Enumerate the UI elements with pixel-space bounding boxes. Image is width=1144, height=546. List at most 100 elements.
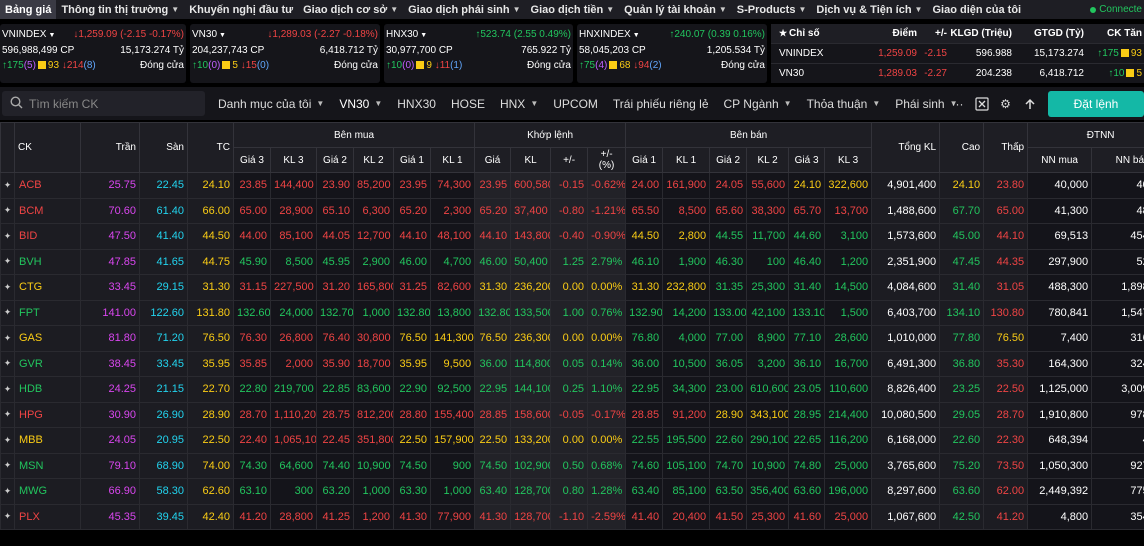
chevron-down-icon[interactable]: ▼ [48,32,56,39]
table-row[interactable]: ✦ BCM 70.60 61.40 66.00 65.00 28,900 65.10 6,300… [0,197,1144,224]
nav-item-1[interactable]: Thông tin thị trường ▼ [56,0,184,19]
bid-price-2-cell: 22.85 [316,376,354,403]
table-row[interactable]: ✦HPG30.9026.9028.9028.701,110,20028.7581… [0,401,1144,428]
more-icon[interactable]: ··· [951,96,964,111]
tab-6[interactable]: Trái phiếu riêng lẻ [613,97,709,111]
tab-2[interactable]: HNX30 [397,97,436,111]
place-order-button[interactable]: Đặt lệnh [1048,91,1144,117]
tab-9[interactable]: Phái sinh ▼ [895,97,957,111]
tab-3[interactable]: HOSE [451,97,485,111]
chevron-down-icon: ▼ [606,5,615,14]
table-row[interactable]: ✦ MWG 66.90 58.30 62.60 63.10 300 63.20 1,000 63.… [0,478,1144,505]
search-box[interactable] [2,91,205,116]
pin-icon[interactable]: ✦ [0,427,15,454]
tab-0[interactable]: Danh mục của tôi ▼ [218,97,324,111]
chevron-down-icon: ▼ [390,5,399,14]
table-row[interactable]: ✦ CTG 33.45 29.15 31.30 31.15 227,500 31.20 165,… [0,274,1144,301]
match-pct-cell: 0.76% [587,299,627,326]
floor-cell: 21.15 [139,376,188,403]
arrow-up-icon: ↑ [1108,68,1114,79]
table-row[interactable]: ✦ ACB 25.75 22.45 24.10 23.85 144,400 23.90 85,2… [0,172,1144,199]
board-tools: ··· ⚙ [950,87,1046,120]
pin-icon[interactable]: ✦ [0,299,15,326]
table-row[interactable]: ✦ PLX 45.35 39.45 42.40 41.20 28,800 41.25 1,200… [0,503,1144,530]
tab-5[interactable]: UPCOM [553,97,598,111]
table-row[interactable]: ✦ HDB 24.25 21.15 22.70 22.80 219,700 22.85 83,6… [0,376,1144,403]
table-row[interactable]: ✦ BID 47.50 41.40 44.50 44.00 85,100 44.05 12,70… [0,223,1144,250]
col-total-volume[interactable]: Tổng KL [871,122,941,173]
pin-icon[interactable]: ✦ [0,325,15,352]
match-price-cell: 22.50 [474,427,512,454]
pin-icon[interactable]: ✦ [0,376,15,403]
match-pct-cell: 0.14% [587,350,627,377]
index-value: ↓1,289.03 (-2.27 -0.18%) [267,29,378,40]
reference-cell: 22.50 [187,427,234,454]
col-reference[interactable]: TC [187,122,234,173]
index-card-vn30[interactable]: VN30 ▼ ↓1,289.03 (-2.27 -0.18%) 204,237,743… [190,24,380,83]
pin-icon[interactable]: ✦ [0,350,15,377]
foreign-buy-cell: 41,300 [1027,197,1093,224]
table-row[interactable]: ✦ BVH 47.85 41.65 44.75 45.90 8,500 45.95 2,900 4… [0,248,1144,275]
col-low[interactable]: Thấp [983,122,1029,173]
excel-export-icon[interactable] [974,96,989,111]
symbol-cell: BID [14,223,81,250]
pin-icon[interactable]: ✦ [0,452,15,479]
bid-vol-1-cell: 82,600 [429,274,476,301]
scroll-up-icon[interactable] [1022,96,1037,111]
chevron-down-icon[interactable]: ▼ [632,32,640,39]
symbol-cell: MSN [14,452,81,479]
index-card-hnx30[interactable]: HNX30 ▼ ↑523.74 (2.55 0.49%) 30,977,700 CP 7… [384,24,573,83]
nav-item-6[interactable]: Quản lý tài khoản ▼ [619,0,732,19]
board-toolbar: Danh mục của tôi ▼ VN30 ▼ HNX30 HOSE HNX ▼ UPCOM… [0,87,1144,120]
pin-icon[interactable]: ✦ [0,248,15,275]
table-row[interactable]: ✦ FPT 141.00 122.60 131.80 132.60 24,000 132.70… [0,299,1144,326]
bid-price-3-cell: 44.00 [233,223,271,250]
tab-7[interactable]: CP Ngành ▼ [724,97,792,111]
tab-8[interactable]: Thỏa thuận ▼ [807,97,881,111]
summary-col-volume: KLGD (Triệu) [950,28,1012,39]
summary-row-vnindex[interactable]: VNINDEX 1,259.09 -2.15 596.988 15,173.274 ↑17… [771,43,1144,63]
match-vol-cell: 50,400 [510,248,552,275]
pin-icon[interactable]: ✦ [0,503,15,530]
table-row[interactable]: ✦ GAS 81.80 71.20 76.50 76.30 26,800 76.40 30,80… [0,325,1144,352]
pin-icon[interactable]: ✦ [0,172,15,199]
pin-icon[interactable]: ✦ [0,478,15,505]
bid-price-1-cell: 22.50 [393,427,431,454]
table-row[interactable]: ✦MBB24.0520.9522.5022.401,065,10022.4535… [0,427,1144,454]
nav-item-8[interactable]: Dịch vụ & Tiện ích ▼ [811,0,927,19]
tab-1[interactable]: VN30 ▼ [339,97,382,111]
pin-icon[interactable]: ✦ [0,223,15,250]
col-high[interactable]: Cao [939,122,985,173]
chevron-down-icon[interactable]: ▼ [219,32,226,39]
pin-icon[interactable]: ✦ [0,197,15,224]
index-card-hnxindex[interactable]: HNXINDEX ▼ ↑240.07 (0.39 0.16%) 58,045,203 … [577,24,767,83]
nav-item-9[interactable]: Giao diện của tôi [927,0,1026,19]
col-floor[interactable]: Sàn [139,122,188,173]
bid-vol-2-cell: 1,000 [353,478,394,505]
search-input[interactable] [29,96,199,111]
nav-item-label: Giao diện của tôi [932,3,1022,16]
nav-item-4[interactable]: Giao dịch phái sinh ▼ [403,0,525,19]
foreign-buy-cell: 780,841 [1027,299,1093,326]
nav-item-5[interactable]: Giao dịch tiền ▼ [526,0,620,19]
nav-item-7[interactable]: S-Products ▼ [732,0,812,19]
nav-item-2[interactable]: Khuyến nghị đầu tư [184,0,298,19]
pin-icon[interactable]: ✦ [0,274,15,301]
bid-vol-1-cell: 4,700 [429,248,476,275]
summary-row-vn30[interactable]: VN30 1,289.03 -2.27 204.238 6,418.712 ↑10 5 [771,63,1144,83]
pin-icon[interactable]: ✦ [0,401,15,428]
table-row[interactable]: ✦ MSN 79.10 68.90 74.00 74.30 64,600 74.40 10,90… [0,452,1144,479]
star-icon[interactable]: ★ [779,28,788,38]
nav-item-3[interactable]: Giao dịch cơ sở ▼ [298,0,403,19]
tab-4[interactable]: HNX ▼ [500,97,538,111]
table-row[interactable]: ✦ GVR 38.45 33.45 35.95 35.85 2,000 35.90 18,700… [0,350,1144,377]
ask-price-1-cell: 74.60 [625,452,664,479]
chevron-down-icon[interactable]: ▼ [420,32,428,39]
gear-icon[interactable]: ⚙ [1000,96,1011,111]
index-card-vnindex[interactable]: VNINDEX ▼ ↓1,259.09 (-2.15 -0.17%) 596,988,… [0,24,186,83]
col-ceiling[interactable]: Trần [80,122,140,173]
match-change-cell: -1.10 [550,503,589,530]
col-symbol[interactable]: CK [14,122,81,173]
ask-price-1-cell: 44.50 [625,223,664,250]
nav-item-0[interactable]: Bảng giá [0,0,57,19]
